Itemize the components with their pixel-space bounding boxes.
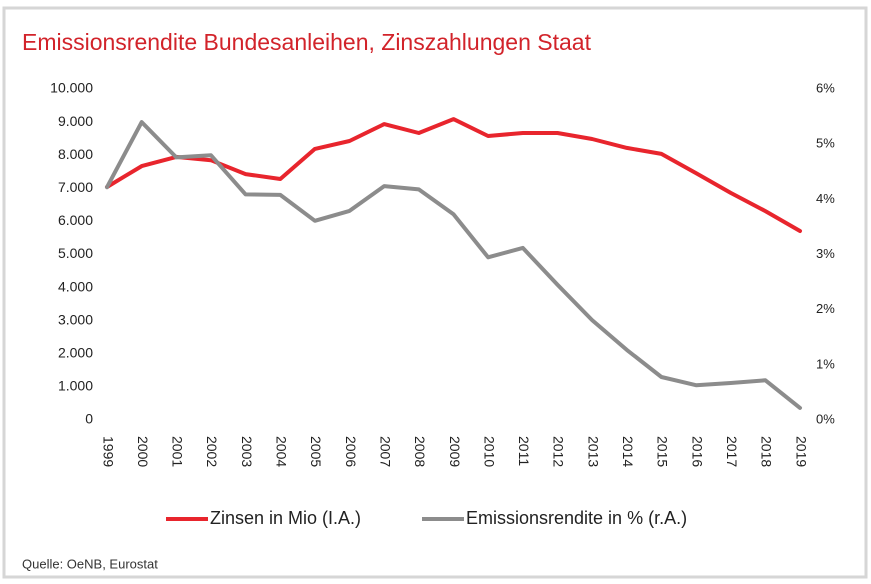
x-tick-label: 2013 <box>585 436 601 467</box>
legend-label: Zinsen in Mio (I.A.) <box>210 508 361 528</box>
legend-label: Emissionsrendite in % (r.A.) <box>466 508 687 528</box>
chart-title: Emissionsrendite Bundesanleihen, Zinszah… <box>22 29 592 55</box>
y-tick-label: 10.000 <box>50 80 93 96</box>
x-tick-label: 2016 <box>689 436 705 467</box>
x-tick-label: 2018 <box>759 436 775 467</box>
y-tick-label: 6.000 <box>58 212 93 228</box>
y2-tick-label: 3% <box>816 246 835 261</box>
y-tick-label: 4.000 <box>58 278 93 294</box>
x-tick-label: 2011 <box>516 436 532 466</box>
y-tick-label: 0 <box>85 411 93 427</box>
x-tick-label: 2001 <box>170 436 186 467</box>
x-tick-label: 2015 <box>655 436 671 467</box>
y2-tick-label: 2% <box>816 301 835 316</box>
x-tick-label: 2019 <box>793 436 809 467</box>
x-tick-label: 2005 <box>308 436 324 467</box>
x-tick-label: 1999 <box>100 436 116 467</box>
x-tick-label: 2014 <box>620 436 636 467</box>
y-tick-label: 2.000 <box>58 345 93 361</box>
y2-tick-label: 4% <box>816 191 835 206</box>
y-tick-label: 7.000 <box>58 179 93 195</box>
y2-tick-label: 0% <box>816 411 835 426</box>
y-tick-label: 9.000 <box>58 113 93 129</box>
y-tick-label: 8.000 <box>58 146 93 162</box>
x-tick-label: 2009 <box>447 436 463 467</box>
series-line <box>105 120 802 410</box>
source: Quelle: OeNB, Eurostat <box>22 556 158 571</box>
x-tick-label: 2012 <box>551 436 567 467</box>
y2-tick-label: 6% <box>816 80 835 95</box>
frame <box>2 6 868 579</box>
y-tick-label: 3.000 <box>58 311 93 327</box>
x-tick-label: 2008 <box>412 436 428 467</box>
x-tick-label: 2000 <box>135 436 151 467</box>
x-tick-label: 2003 <box>239 436 255 467</box>
y2-tick-label: 1% <box>816 356 835 371</box>
y-tick-label: 1.000 <box>58 378 93 394</box>
x-tick-label: 2007 <box>377 436 393 467</box>
x-tick-label: 2017 <box>724 436 740 467</box>
x-tick-label: 2004 <box>274 436 290 467</box>
x-tick-label: 2010 <box>481 436 497 467</box>
series-line <box>105 117 802 233</box>
y2-tick-label: 5% <box>816 136 835 151</box>
x-tick-label: 2006 <box>343 436 359 467</box>
x-tick-label: 2002 <box>204 436 220 467</box>
y-tick-label: 5.000 <box>58 245 93 261</box>
